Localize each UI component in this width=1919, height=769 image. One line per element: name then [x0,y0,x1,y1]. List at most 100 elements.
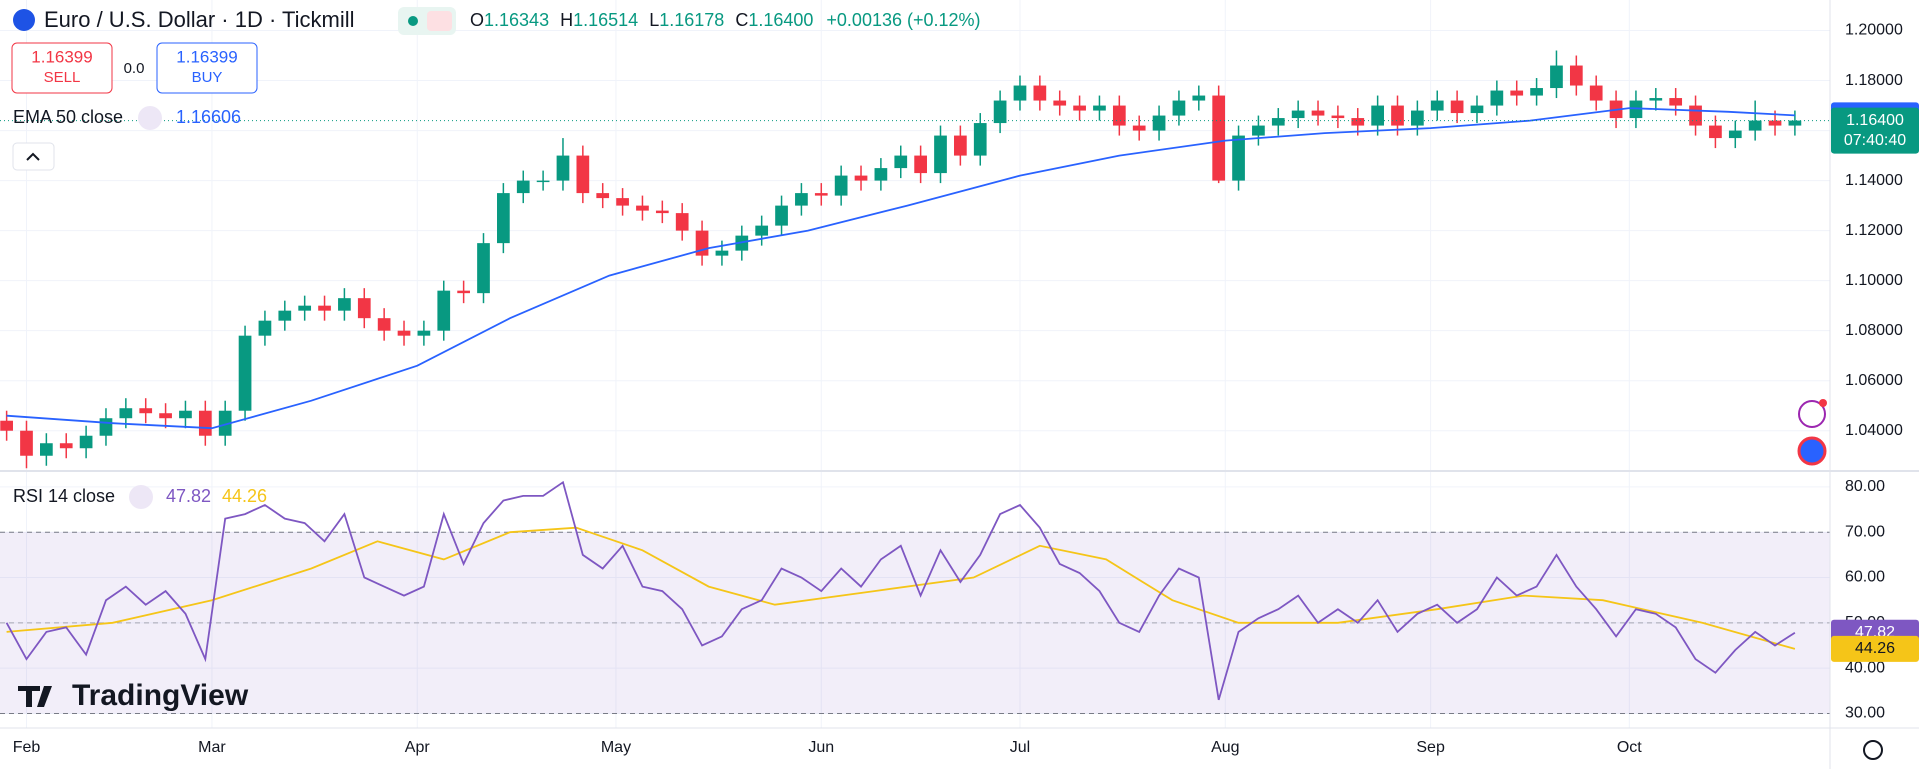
candle-body [1530,88,1543,96]
candle-body [1569,65,1583,86]
candle-body [675,213,689,231]
candle-body [1430,100,1444,111]
candle-body [238,335,252,411]
x-tick-label: Jun [808,739,834,756]
candle-body [1112,105,1126,126]
ohlc-key: L [649,10,659,30]
x-tick-label: Feb [13,739,41,756]
candle-body [1232,135,1245,181]
buy-price[interactable]: 1.16399 [176,47,237,66]
change: +0.00136 (+0.12%) [826,10,980,30]
rsi-badge-bg [1831,635,1919,662]
settings-icon[interactable] [1863,740,1883,760]
candle-body [1371,105,1384,126]
x-tick-label: Oct [1617,739,1642,756]
candle-body [318,305,331,311]
candle-body [1192,95,1206,101]
candle-body [1550,65,1563,89]
candle-body [20,430,33,456]
candle-body [119,408,133,419]
candle-body [298,305,312,311]
ema-icon[interactable] [138,106,162,130]
collapse-icon[interactable] [26,152,40,161]
candle-body [357,298,371,319]
buy-label[interactable]: BUY [192,69,223,86]
candle-body [1450,100,1464,114]
candle-body [1669,98,1683,106]
events-icon[interactable] [1797,436,1827,466]
x-tick-label: Aug [1211,739,1239,756]
candle-body [795,193,808,206]
candle-body [894,155,908,169]
sell-price[interactable]: 1.16399 [31,47,92,66]
y-tick-label: 1.08000 [1845,322,1903,339]
grid [0,0,1830,728]
candle-body [477,243,490,294]
candle-body [1490,90,1504,106]
candle-body [1709,125,1722,139]
candle-body [596,193,610,199]
candle-body [1013,85,1027,101]
symbol-icon [13,9,35,31]
candle-body [1391,105,1404,126]
candle-body [1271,118,1285,126]
candle-body [1728,130,1742,139]
candle-body [1053,100,1067,106]
ohlc-key: C [735,10,748,30]
candle-body [159,413,172,419]
candle-body [179,410,192,419]
candle-body [1172,100,1186,116]
sell-label[interactable]: SELL [44,69,81,86]
y-tick-label: 60.00 [1845,569,1885,586]
candle-body [874,168,888,181]
symbol-title: Euro / U.S. Dollar · 1D · Tickmill [44,7,355,32]
candle-body [655,210,669,214]
sell-box[interactable] [11,42,113,94]
line-series [5,480,1796,701]
candle-body [40,443,53,456]
y-tick-label: 1.20000 [1845,22,1903,39]
candle-body [1689,105,1702,126]
candle-body [79,435,93,449]
sell-button[interactable]: 1.16399 SELL [11,42,113,94]
candle-body [954,135,967,156]
y-tick-label: 30.00 [1845,705,1885,722]
candle-body [397,330,411,336]
candle-body [457,290,470,294]
candle-body [1252,125,1265,136]
market-open-dot [408,16,418,26]
candle-body [1589,85,1603,101]
x-tick-label: Apr [405,739,431,756]
rsi-legend[interactable]: RSI 14 close [13,486,115,506]
logo-text: TradingView [72,679,249,712]
alert-icon[interactable] [1798,400,1826,428]
candle-body [1649,98,1663,101]
status-icon [427,11,452,31]
line-series [6,107,1795,430]
rsi-ma-value: 44.26 [222,486,267,506]
candle-body [99,418,113,436]
buy-button[interactable]: 1.16399 BUY [156,42,258,94]
buy-box[interactable] [156,42,258,94]
candle-body [576,155,590,194]
candle-body [1093,105,1106,111]
y-tick-label: 70.00 [1845,523,1885,540]
candle-body [338,298,351,311]
ohlc-key: O [470,10,484,30]
candle-body [437,290,451,331]
candle-body [516,180,530,194]
collapse-button[interactable] [12,142,55,171]
candle-body [139,408,153,414]
candle-body [775,205,788,226]
fills [0,531,1830,714]
candle-body [1629,100,1643,119]
ema-legend[interactable]: EMA 50 close [13,107,123,127]
y-tick-label: 80.00 [1845,478,1885,495]
candle-body [993,100,1007,124]
candle-body [218,410,232,436]
rsi-icon[interactable] [129,485,153,509]
candle-body [854,175,868,181]
x-tick-label: Jul [1010,739,1030,756]
